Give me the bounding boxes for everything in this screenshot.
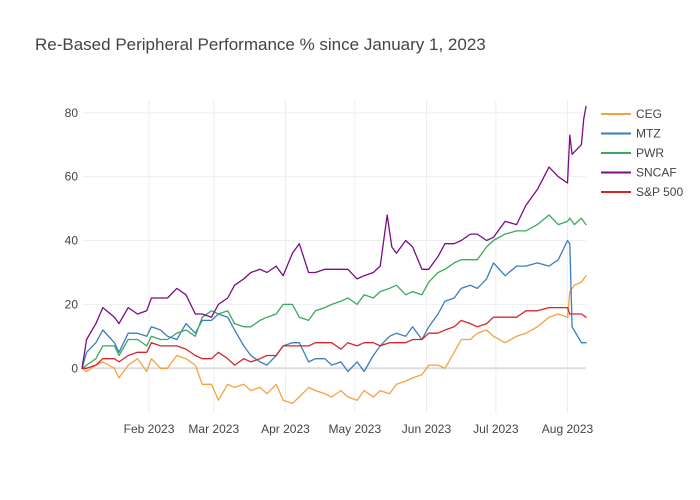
- y-tick-label: 80: [65, 106, 79, 120]
- series-line-sncaf: [81, 105, 587, 369]
- series-line-s-p-500: [81, 306, 587, 369]
- y-tick-label: 0: [71, 361, 78, 375]
- y-tick-label: 60: [65, 170, 79, 184]
- y-tick-label: 40: [65, 234, 79, 248]
- legend-label: PWR: [636, 146, 664, 160]
- legend-item[interactable]: S&P 500: [601, 185, 683, 199]
- legend-item[interactable]: MTZ: [601, 127, 661, 141]
- legend-item[interactable]: SNCAF: [601, 166, 677, 180]
- x-tick-label: Apr 2023: [261, 422, 310, 436]
- legend[interactable]: CEG MTZ PWR SNCAF S&P 500: [601, 107, 683, 199]
- grid-lines: [82, 100, 586, 413]
- legend-label: MTZ: [636, 127, 661, 141]
- legend-label: CEG: [636, 107, 662, 121]
- x-tick-label: Feb 2023: [124, 422, 175, 436]
- legend-item[interactable]: CEG: [601, 107, 662, 121]
- x-tick-label: May 2023: [328, 422, 381, 436]
- y-tick-label: 20: [65, 297, 79, 311]
- x-tick-label: Aug 2023: [542, 422, 594, 436]
- x-tick-label: Jun 2023: [402, 422, 452, 436]
- x-tick-label: Jul 2023: [473, 422, 519, 436]
- series-line-pwr: [81, 214, 587, 369]
- series-line-mtz: [81, 239, 587, 373]
- legend-label: S&P 500: [636, 185, 683, 199]
- legend-item[interactable]: PWR: [601, 146, 664, 160]
- x-axis: Feb 2023 Mar 2023 Apr 2023 May 2023 Jun 2023…: [124, 422, 594, 436]
- series-lines: [81, 105, 587, 405]
- legend-label: SNCAF: [636, 166, 677, 180]
- series-line-ceg: [81, 275, 587, 405]
- y-axis: 0 20 40 60 80: [65, 106, 79, 376]
- chart-title: Re-Based Peripheral Performance % since …: [35, 35, 486, 54]
- x-tick-label: Mar 2023: [188, 422, 239, 436]
